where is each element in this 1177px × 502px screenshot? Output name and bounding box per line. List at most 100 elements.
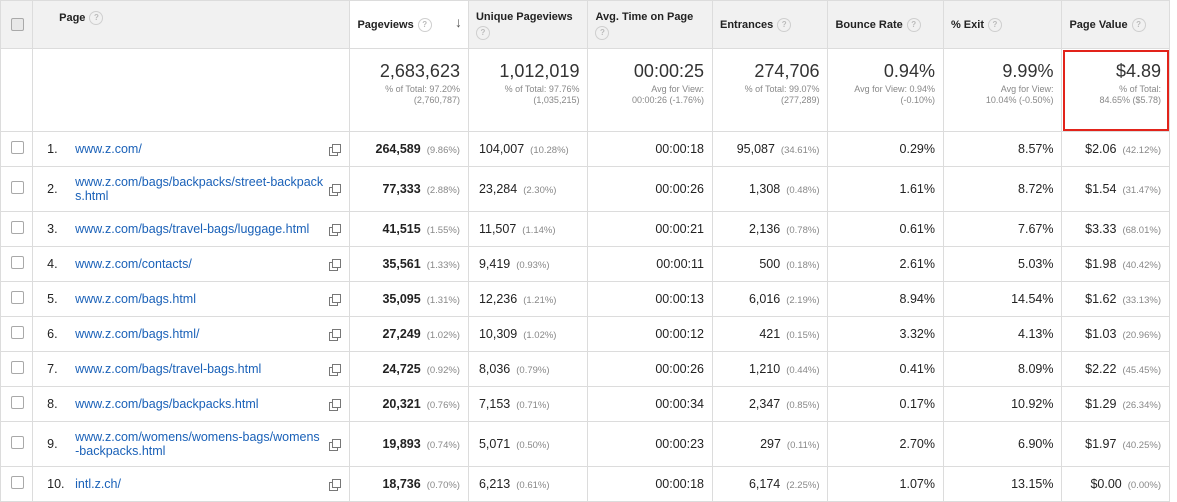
exit-value: 14.54%: [1011, 292, 1054, 306]
row-checkbox[interactable]: [11, 396, 24, 409]
open-in-new-window-icon[interactable]: [329, 328, 343, 341]
open-in-new-window-icon[interactable]: [329, 183, 343, 196]
help-icon[interactable]: ?: [89, 11, 104, 25]
row-checkbox[interactable]: [11, 326, 24, 339]
row-number: 4.: [47, 257, 58, 271]
row-checkbox[interactable]: [11, 181, 24, 194]
row-checkbox[interactable]: [11, 256, 24, 269]
column-header-entrances[interactable]: Entrances?: [711, 0, 829, 49]
avg-time-cell: 00:00:26: [587, 166, 713, 212]
total-subtext: Avg for View:: [1000, 84, 1054, 94]
help-icon[interactable]: ?: [475, 26, 490, 40]
total-subtext: Avg for View:: [651, 84, 704, 94]
pageviews-percent: (1.02%): [426, 330, 460, 341]
bounce-rate-cell: 3.32%: [827, 316, 944, 352]
page-cell: 9. www.z.com/womens/womens-bags/womens-b…: [32, 421, 351, 467]
open-in-new-window-icon[interactable]: [329, 363, 343, 376]
total-value: 9.99%: [1002, 61, 1054, 81]
page-link[interactable]: www.z.com/bags/travel-bags.html: [75, 362, 262, 376]
row-select-cell: [0, 466, 34, 502]
open-in-new-window-icon[interactable]: [329, 398, 343, 411]
row-checkbox[interactable]: [11, 291, 24, 304]
help-icon[interactable]: ?: [595, 26, 610, 40]
page-link[interactable]: www.z.com/womens/womens-bags/womens-back…: [75, 430, 320, 458]
open-in-new-window-icon[interactable]: [329, 478, 343, 491]
avg-time-cell: 00:00:13: [587, 281, 713, 317]
page-value-percent: (40.42%): [1122, 260, 1161, 271]
entrances-percent: (2.19%): [786, 295, 820, 306]
column-header-page-value[interactable]: Page Value?: [1061, 0, 1170, 49]
page-link[interactable]: www.z.com/bags/backpacks/street-backpack…: [75, 175, 324, 203]
row-checkbox[interactable]: [11, 361, 24, 374]
row-select-cell: [0, 281, 34, 317]
exit-cell: 13.15%: [942, 466, 1063, 502]
open-in-new-window-icon[interactable]: [329, 438, 343, 451]
pageviews-cell: 18,736 (0.70%): [349, 466, 469, 502]
total-subtext: (2,760,787): [413, 95, 460, 105]
open-in-new-window-icon[interactable]: [329, 293, 343, 306]
bounce-rate-value: 0.61%: [899, 222, 935, 236]
page-link[interactable]: www.z.com/bags/backpacks.html: [75, 397, 259, 411]
row-checkbox[interactable]: [11, 476, 24, 489]
column-header-avg-time[interactable]: Avg. Time on Page?: [587, 0, 713, 49]
entrances-cell: 2,347 (0.85%): [711, 386, 829, 422]
pageviews-value: 264,589: [375, 142, 421, 156]
totals-bounce-rate: 0.94% Avg for View: 0.94% (-0.10%): [827, 48, 944, 132]
help-icon[interactable]: ?: [987, 18, 1002, 32]
pageviews-value: 24,725: [382, 362, 421, 376]
entrances-percent: (0.85%): [786, 400, 820, 411]
page-link[interactable]: www.z.com/contacts/: [75, 257, 192, 271]
pageviews-percent: (1.31%): [426, 295, 460, 306]
page-link[interactable]: www.z.com/: [75, 142, 142, 156]
help-icon[interactable]: ?: [417, 18, 432, 32]
bounce-rate-value: 1.07%: [899, 477, 935, 491]
page-link[interactable]: www.z.com/bags.html: [75, 292, 196, 306]
column-header-pageviews[interactable]: Pageviews? ↓: [349, 0, 469, 49]
row-checkbox[interactable]: [11, 221, 24, 234]
row-checkbox[interactable]: [11, 141, 24, 154]
page-value-cell: $3.33 (68.01%): [1061, 211, 1170, 247]
unique-pageviews-percent: (1.14%): [522, 225, 556, 236]
total-value: $4.89: [1115, 61, 1161, 81]
column-header-page[interactable]: Page?: [32, 0, 351, 49]
help-icon[interactable]: ?: [777, 18, 792, 32]
row-number: 8.: [47, 397, 58, 411]
page-value-cell: $1.54 (31.47%): [1061, 166, 1170, 212]
row-checkbox[interactable]: [11, 436, 24, 449]
pageviews-percent: (2.88%): [426, 185, 460, 196]
entrances-value: 421: [759, 327, 781, 341]
unique-pageviews-value: 10,309: [478, 327, 518, 341]
unique-pageviews-percent: (1.02%): [523, 330, 557, 341]
column-header-label: Entrances: [720, 18, 774, 31]
pageviews-cell: 19,893 (0.74%): [349, 421, 469, 467]
pageviews-percent: (0.74%): [426, 440, 460, 451]
open-in-new-window-icon[interactable]: [329, 258, 343, 271]
help-icon[interactable]: ?: [906, 18, 921, 32]
entrances-value: 95,087: [736, 142, 775, 156]
entrances-value: 500: [759, 257, 781, 271]
entrances-percent: (2.25%): [786, 480, 820, 491]
total-subtext: % of Total: 97.76%: [504, 84, 580, 94]
page-link[interactable]: intl.z.ch/: [75, 477, 121, 491]
column-header-unique-pageviews[interactable]: Unique Pageviews?: [467, 0, 589, 49]
avg-time-cell: 00:00:18: [587, 466, 713, 502]
sort-descending-icon[interactable]: ↓: [454, 14, 462, 30]
total-subtext: 10.04% (-0.50%): [985, 95, 1054, 105]
pageviews-percent: (0.76%): [426, 400, 460, 411]
open-in-new-window-icon[interactable]: [329, 223, 343, 236]
help-icon[interactable]: ?: [1131, 18, 1146, 32]
avg-time-value: 00:00:12: [655, 327, 704, 341]
page-link[interactable]: www.z.com/bags.html/: [75, 327, 200, 341]
column-header-exit[interactable]: % Exit?: [942, 0, 1063, 49]
page-link[interactable]: www.z.com/bags/travel-bags/luggage.html: [75, 222, 310, 236]
page-value-cell: $2.22 (45.45%): [1061, 351, 1170, 387]
column-header-bounce-rate[interactable]: Bounce Rate?: [827, 0, 944, 49]
total-subtext: (1,035,215): [533, 95, 580, 105]
select-all-checkbox[interactable]: [11, 18, 24, 31]
avg-time-cell: 00:00:34: [587, 386, 713, 422]
avg-time-cell: 00:00:12: [587, 316, 713, 352]
unique-pageviews-value: 11,507: [478, 222, 517, 236]
open-in-new-window-icon[interactable]: [329, 143, 343, 156]
exit-value: 8.72%: [1018, 182, 1054, 196]
page-value-cell: $1.97 (40.25%): [1061, 421, 1170, 467]
